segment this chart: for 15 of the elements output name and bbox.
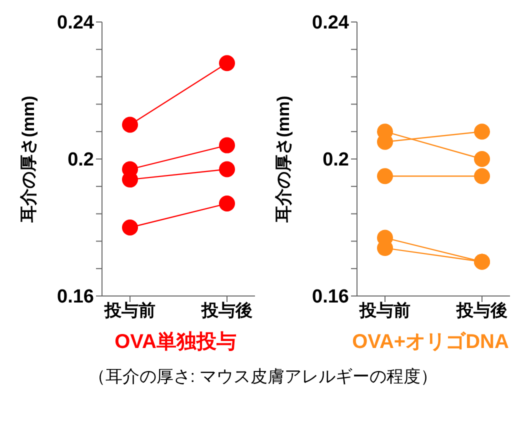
y-tick-label: 0.24 <box>57 12 94 34</box>
y-tick-label: 0.24 <box>312 12 350 34</box>
y-axis-title: 耳介の厚さ(mm) <box>274 96 294 224</box>
x-tick-label: 投与後 <box>200 301 252 320</box>
y-tick-label: 0.16 <box>312 286 349 308</box>
y-tick-label: 0.16 <box>57 286 94 308</box>
y-axis-title: 耳介の厚さ(mm) <box>19 96 38 224</box>
y-tick-label: 0.2 <box>68 150 94 171</box>
text: OVA単独投与 <box>114 330 236 355</box>
x-tick-label: 投与前 <box>358 301 410 320</box>
y-tick-label: 0.2 <box>322 150 349 171</box>
x-tick-label: 投与前 <box>104 301 156 320</box>
x-tick-label: 投与後 <box>456 301 508 320</box>
text: （耳介の厚さ: マウス皮膚アレルギーの程度） <box>87 366 439 388</box>
text: OVA+オリゴDNA <box>352 330 509 355</box>
